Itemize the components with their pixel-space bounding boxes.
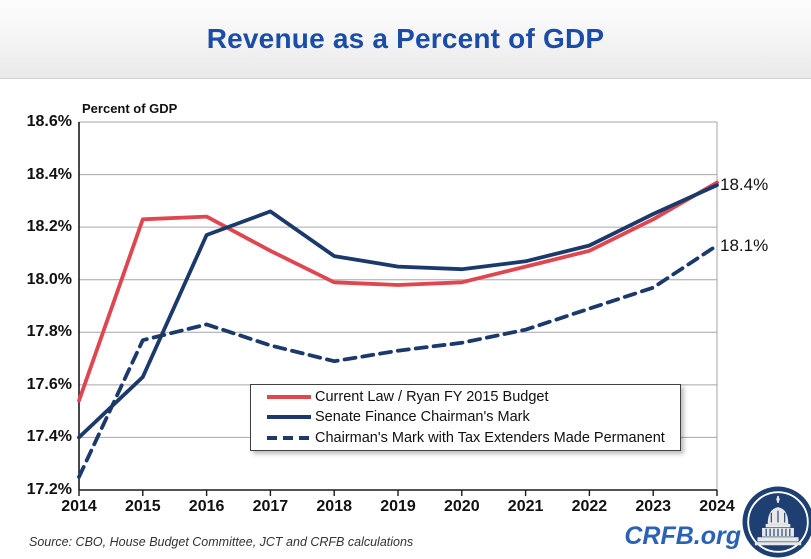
legend-swatch-solid-red-icon xyxy=(267,395,311,400)
source-note: Source: CBO, House Budget Committee, JCT… xyxy=(29,535,414,549)
chart-title: Revenue as a Percent of GDP xyxy=(206,23,605,54)
legend-item-extenders-permanent: Chairman's Mark with Tax Extenders Made … xyxy=(265,428,680,448)
y-axis-unit-label: Percent of GDP xyxy=(82,101,178,116)
x-axis-label: 2017 xyxy=(252,498,289,515)
legend-label-extenders-permanent: Chairman's Mark with Tax Extenders Made … xyxy=(315,429,665,446)
legend-swatch-dashed-navy-icon xyxy=(267,435,311,440)
crfb-capitol-logo-icon xyxy=(742,486,811,558)
y-axis-label: 18.6% xyxy=(26,113,72,130)
header-band: Revenue as a Percent of GDP xyxy=(0,0,811,79)
x-axis-label: 2020 xyxy=(444,498,480,515)
x-axis-label: 2022 xyxy=(571,498,608,515)
y-axis-label: 17.4% xyxy=(26,428,72,446)
x-axis-label: 2023 xyxy=(635,498,671,515)
y-axis-label: 17.6% xyxy=(26,375,72,393)
y-axis-label: 17.2% xyxy=(26,481,72,498)
x-axis-label: 2021 xyxy=(507,498,544,515)
x-axis-label: 2014 xyxy=(61,498,97,515)
legend-swatch-solid-navy-icon xyxy=(267,415,311,420)
x-axis-label: 2024 xyxy=(699,498,735,515)
legend-item-senate-finance: Senate Finance Chairman's Mark xyxy=(265,407,680,427)
y-axis-label: 17.8% xyxy=(26,323,72,341)
y-axis-label: 18.4% xyxy=(26,165,72,183)
legend-label-current-law: Current Law / Ryan FY 2015 Budget xyxy=(315,389,549,406)
crfb-org-wordmark: CRFB.org xyxy=(624,522,741,550)
series-line-current-law xyxy=(77,180,719,403)
legend-label-senate-finance: Senate Finance Chairman's Mark xyxy=(315,409,530,426)
series-line-senate-finance xyxy=(77,183,719,440)
series-line-extenders-permanent xyxy=(77,243,719,479)
series-end-label: 18.4% xyxy=(720,175,769,195)
legend: Current Law / Ryan FY 2015 Budget Senate… xyxy=(250,384,681,451)
x-axis-label: 2016 xyxy=(188,498,225,515)
x-axis-label: 2015 xyxy=(125,498,161,515)
legend-item-current-law: Current Law / Ryan FY 2015 Budget xyxy=(265,387,680,407)
y-axis-label: 18.2% xyxy=(26,218,72,236)
y-axis-label: 18.0% xyxy=(26,270,72,288)
x-axis-label: 2019 xyxy=(380,498,416,515)
x-axis-label: 2018 xyxy=(316,498,352,515)
series-end-label: 18.1% xyxy=(720,235,769,255)
